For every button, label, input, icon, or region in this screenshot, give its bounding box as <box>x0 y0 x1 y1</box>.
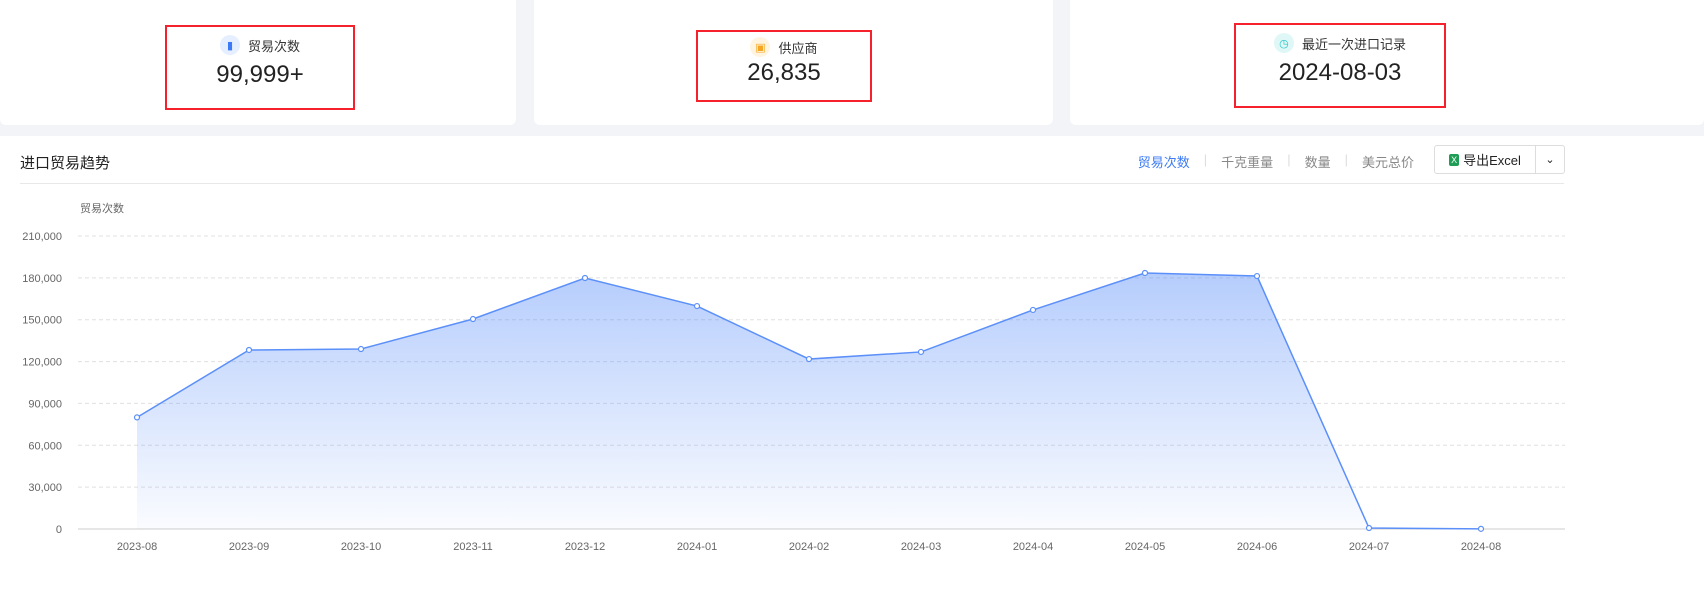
tab-usd-total[interactable]: 美元总价 <box>1361 155 1414 170</box>
data-point <box>1141 269 1149 277</box>
tab-quantity[interactable]: 数量 <box>1304 155 1331 170</box>
export-excel-button[interactable]: X 导出Excel <box>1435 146 1536 173</box>
y-tick-label: 150,000 <box>22 315 62 327</box>
export-excel-group: X 导出Excel ⌄ <box>1434 145 1565 174</box>
stat-label: 供应商 <box>778 40 818 56</box>
tab-weight[interactable]: 千克重量 <box>1221 155 1274 170</box>
excel-icon: X <box>1449 153 1460 166</box>
store-icon: ▣ <box>750 37 771 57</box>
x-tick-label: 2024-05 <box>1125 541 1165 553</box>
stat-card-trades: ▮ 贸易次数 99,999+ <box>0 0 516 125</box>
data-point <box>133 414 141 421</box>
stat-value: 2024-08-03 <box>1278 59 1402 86</box>
x-tick-label: 2024-02 <box>789 541 829 553</box>
data-point <box>1477 525 1485 532</box>
data-point <box>805 355 813 363</box>
data-point <box>245 346 253 354</box>
data-point <box>917 348 925 356</box>
x-tick-label: 2024-03 <box>901 541 941 553</box>
stat-card-last-import: ◷ 最近一次进口记录 2024-08-03 <box>1070 0 1704 125</box>
y-tick-label: 30,000 <box>28 482 62 494</box>
y-tick-label: 90,000 <box>28 398 62 410</box>
x-tick-label: 2023-09 <box>229 541 269 553</box>
x-tick-label: 2023-12 <box>565 541 605 553</box>
clock-icon: ◷ <box>1273 33 1294 53</box>
metric-tabs: 贸易次数 | 千克重量 | 数量 | 美元总价 <box>1138 152 1414 171</box>
data-point <box>1253 272 1261 280</box>
x-tick-label: 2023-10 <box>341 541 381 553</box>
x-tick-label: 2023-08 <box>117 541 157 553</box>
x-tick-label: 2023-11 <box>453 541 493 553</box>
y-tick-label: 120,000 <box>22 357 62 369</box>
y-tick-label: 180,000 <box>22 273 62 285</box>
x-tick-label: 2024-01 <box>677 541 717 553</box>
area-fill <box>137 272 1481 529</box>
x-tick-label: 2024-06 <box>1237 541 1277 553</box>
divider <box>20 183 1564 184</box>
divider: | <box>1203 152 1208 167</box>
y-tick-label: 60,000 <box>28 440 62 452</box>
stat-card-suppliers: ▣ 供应商 26,835 <box>534 0 1053 125</box>
export-label: 导出Excel <box>1463 153 1521 168</box>
stat-value: 26,835 <box>747 59 821 86</box>
bar-chart-icon: ▮ <box>219 35 240 55</box>
panel-title: 进口贸易趋势 <box>20 155 111 172</box>
tab-trades[interactable]: 贸易次数 <box>1137 155 1190 170</box>
stat-label: 贸易次数 <box>247 38 300 54</box>
y-tick-label: 0 <box>56 524 62 536</box>
x-tick-label: 2024-04 <box>1013 541 1053 553</box>
data-point <box>469 315 477 323</box>
divider: | <box>1287 152 1291 167</box>
stat-value: 99,999+ <box>216 61 304 88</box>
data-point <box>1365 524 1373 532</box>
stat-label: 最近一次进口记录 <box>1301 36 1406 52</box>
data-point <box>581 274 589 282</box>
y-tick-label: 210,000 <box>22 231 62 243</box>
data-point <box>693 302 701 310</box>
x-tick-label: 2024-07 <box>1349 541 1389 553</box>
data-point <box>1029 306 1037 314</box>
y-axis-label: 贸易次数 <box>80 201 124 215</box>
chevron-down-icon[interactable]: ⌄ <box>1545 154 1555 166</box>
x-tick-label: 2024-08 <box>1461 541 1501 553</box>
divider: | <box>1344 152 1348 167</box>
data-point <box>357 345 365 353</box>
